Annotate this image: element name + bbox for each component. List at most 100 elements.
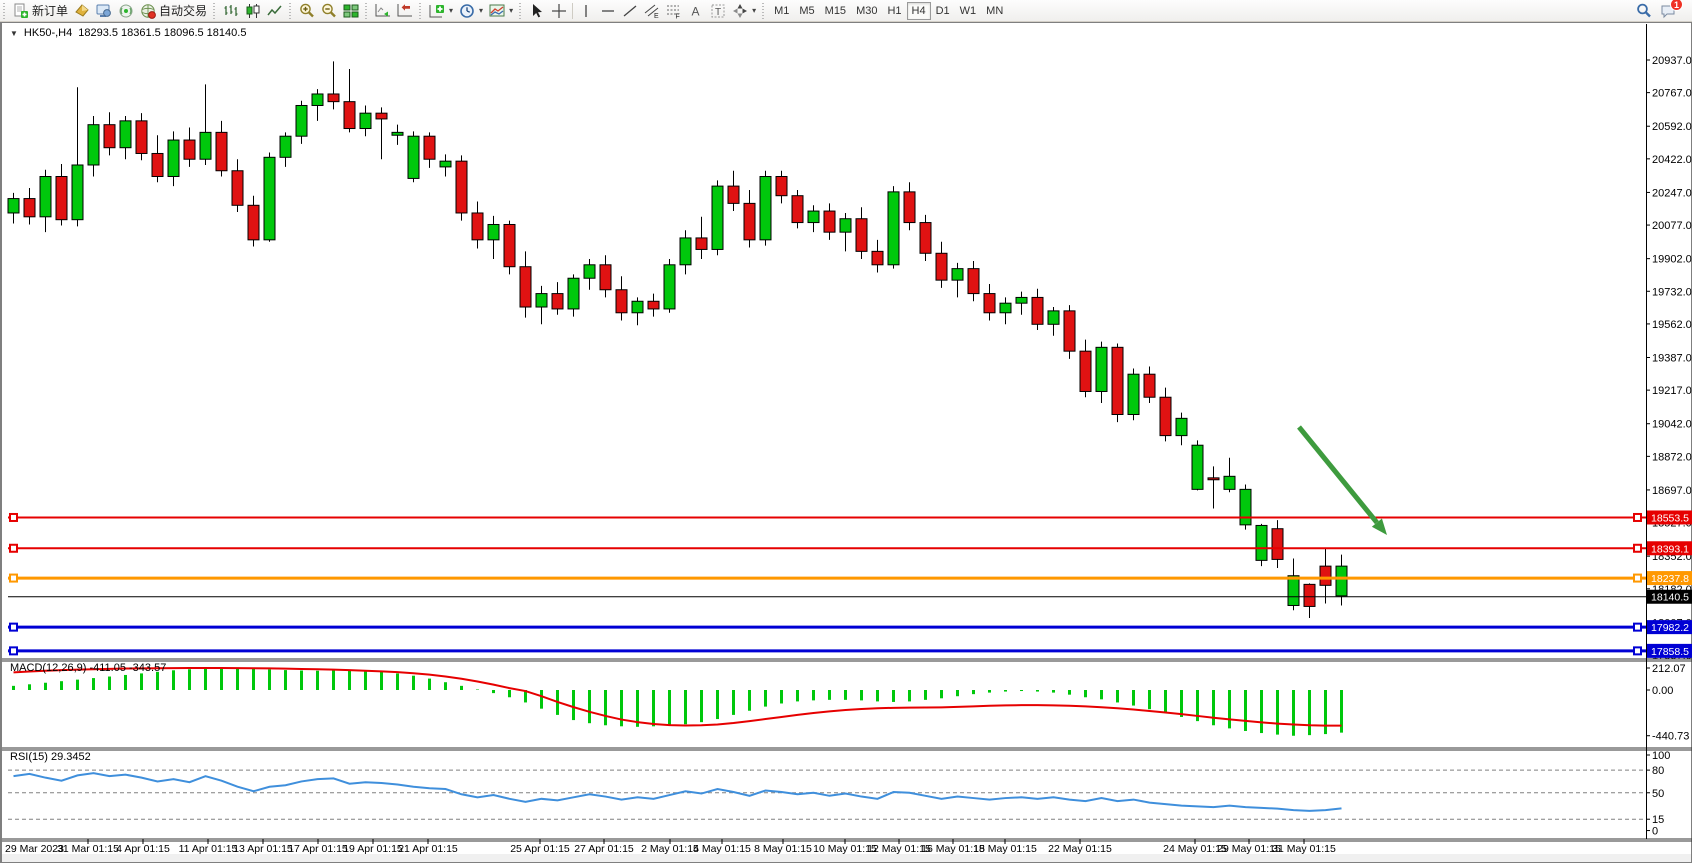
toolbar-grip: [289, 2, 294, 19]
macd-axis-tick: -440.73: [1652, 731, 1689, 743]
indicators-button[interactable]: ▾: [426, 1, 456, 21]
bull-candle: [1175, 417, 1188, 437]
tile-windows-button[interactable]: [340, 1, 362, 21]
candlestick-chart-button[interactable]: [242, 1, 264, 21]
time-axis-label: 4 May 01:15: [693, 843, 751, 855]
macd-signal-line: [13, 667, 1342, 727]
bear-candle: [743, 202, 756, 241]
horizontal-line-button[interactable]: [597, 1, 619, 21]
timeframe-button-h4[interactable]: H4: [906, 1, 931, 20]
bear-candle: [903, 191, 916, 224]
indicators-icon: [429, 3, 445, 19]
toolbar-grip: [3, 2, 7, 19]
toolbar-grip: [419, 2, 424, 19]
trend-arrow-head: [1371, 518, 1387, 535]
trendline-button[interactable]: [619, 1, 641, 21]
bear-candle: [1143, 373, 1156, 398]
hline-handle: [9, 543, 18, 553]
bull-candle: [391, 131, 404, 136]
bull-candle: [487, 223, 500, 241]
bear-candle: [455, 160, 468, 214]
bear-candle: [23, 198, 36, 218]
timeframe-button-h1[interactable]: H1: [887, 4, 902, 17]
bull-candle: [839, 218, 852, 233]
time-axis-label: 17 Apr 01:15: [288, 843, 348, 855]
bear-candle: [615, 289, 628, 314]
bull-candle: [1335, 565, 1348, 597]
periods-button[interactable]: ▾: [456, 1, 486, 21]
text-button[interactable]: A: [685, 1, 707, 21]
svg-text:T: T: [715, 7, 721, 18]
vertical-line-button[interactable]: [575, 1, 597, 21]
bear-candle: [791, 195, 804, 224]
price-axis-tick: 19387.0: [1652, 352, 1692, 364]
price-axis-tick: 18872.0: [1652, 451, 1692, 463]
bear-candle: [183, 139, 196, 160]
cursor-button[interactable]: [526, 1, 548, 21]
arrows-button[interactable]: ▾: [729, 1, 759, 21]
bear-candle: [599, 264, 612, 291]
metaeditor-button[interactable]: [71, 1, 93, 21]
hline-handle: [9, 573, 18, 583]
crosshair-button[interactable]: [548, 1, 570, 21]
trendline-icon: [622, 3, 638, 19]
timeframe-button-m1[interactable]: M1: [774, 4, 790, 17]
strategy-tester-button[interactable]: [115, 1, 137, 21]
macd-label: MACD(12,26,9) -411.05 -343.57: [10, 662, 166, 674]
bear-candle: [231, 170, 244, 206]
line-chart-button[interactable]: [264, 1, 286, 21]
auto-scroll-button[interactable]: [372, 1, 394, 21]
zoom-in-button[interactable]: [296, 1, 318, 21]
templates-button[interactable]: ▾: [486, 1, 516, 21]
timeframe-button-m15[interactable]: M15: [824, 4, 847, 17]
timeframe-button-w1[interactable]: W1: [959, 4, 977, 17]
notifications-icon[interactable]: 1: [1660, 0, 1683, 19]
bear-candle: [55, 176, 68, 221]
rsi-axis-tick: 50: [1652, 788, 1664, 800]
clock-icon: [459, 3, 475, 19]
fibonacci-button[interactable]: F: [663, 1, 685, 21]
zoom-in-icon: [299, 3, 315, 19]
autotrading-label: 自动交易: [159, 4, 208, 18]
price-axis-tick: 19902.0: [1652, 254, 1692, 266]
zoom-out-button[interactable]: [318, 1, 340, 21]
bull-candle: [87, 124, 100, 166]
trend-arrow-line: [1297, 425, 1379, 525]
bar-chart-button[interactable]: [220, 1, 242, 21]
macd-axis-tick: 0.00: [1652, 685, 1673, 697]
price-axis-tick: 20767.0: [1652, 88, 1692, 100]
timeframe-button-d1[interactable]: D1: [935, 4, 950, 17]
autotrading-button[interactable]: 自动交易: [137, 1, 210, 21]
new-order-button[interactable]: 新订单: [10, 1, 71, 21]
toolbar-separator: [572, 2, 574, 19]
dropdown-caret-icon: ▾: [449, 6, 454, 15]
bear-candle: [1207, 477, 1220, 481]
hline-handle: [1633, 512, 1642, 522]
timeframe-button-m30[interactable]: M30: [856, 4, 878, 17]
rsi-label: RSI(15) 29.3452: [10, 751, 91, 763]
price-line-label: 17858.5: [1651, 646, 1689, 658]
bear-candle: [983, 293, 996, 314]
bear-candle: [935, 252, 948, 281]
timeframe-button-m5[interactable]: M5: [799, 4, 815, 17]
bear-candle: [151, 152, 164, 178]
bull-candle: [583, 264, 596, 279]
bull-candle: [119, 120, 132, 149]
candlestick-chart-icon: [245, 3, 261, 19]
bear-candle: [471, 212, 484, 241]
terminal-button[interactable]: [93, 1, 115, 21]
bear-candle: [1031, 296, 1044, 325]
timeframe-button-mn[interactable]: MN: [986, 4, 1004, 17]
chart-shift-button[interactable]: [394, 1, 416, 21]
hline-handle: [9, 646, 18, 656]
bear-candle: [1079, 350, 1092, 392]
search-icon[interactable]: [1636, 3, 1652, 19]
bear-candle: [343, 101, 356, 130]
equidistant-channel-button[interactable]: E: [641, 1, 663, 21]
timeframes-toolbar: M1 M5 M15 M30 H1 H4 D1 W1 MN: [769, 1, 1008, 20]
time-axis-label: 19 Apr 01:15: [343, 843, 403, 855]
text-label-button[interactable]: T: [707, 1, 729, 21]
symbol-dropdown-icon[interactable]: ▼: [10, 28, 18, 38]
time-axis-label: 29 Mar 2023: [5, 843, 64, 855]
